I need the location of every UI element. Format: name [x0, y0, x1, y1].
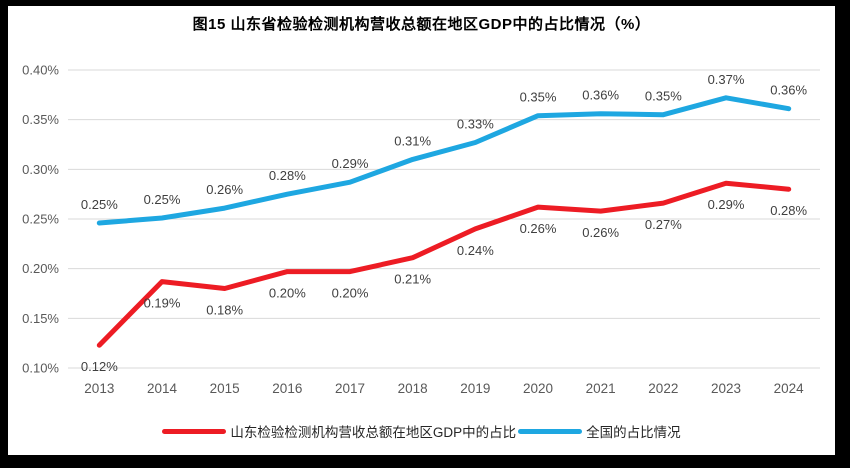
- data-label: 0.28%: [770, 203, 807, 218]
- x-axis-tick-label: 2017: [335, 381, 365, 396]
- y-axis-tick-label: 0.10%: [22, 361, 59, 376]
- data-label: 0.35%: [645, 89, 682, 104]
- data-label: 0.37%: [708, 72, 745, 87]
- legend-item-national: 全国的占比情况: [518, 421, 681, 441]
- x-axis-tick-label: 2018: [398, 381, 428, 396]
- data-label: 0.36%: [770, 83, 807, 98]
- chart-legend: 山东检验检测机构营收总额在地区GDP中的占比 全国的占比情况: [8, 421, 835, 441]
- chart-canvas: 图15 山东省检验检测机构营收总额在地区GDP中的占比情况（%） 0.10% 0.…: [8, 6, 835, 455]
- x-axis-tick-label: 2014: [147, 381, 178, 396]
- data-label: 0.33%: [457, 117, 494, 132]
- y-axis-tick-label: 0.15%: [22, 311, 59, 326]
- data-label: 0.27%: [645, 217, 682, 232]
- data-label: 0.24%: [457, 243, 494, 258]
- x-axis-tick-label: 2020: [523, 381, 553, 396]
- data-label: 0.25%: [144, 192, 181, 207]
- data-label: 0.26%: [206, 182, 243, 197]
- x-axis-tick-label: 2024: [774, 381, 805, 396]
- data-label: 0.12%: [81, 359, 118, 374]
- data-label: 0.26%: [582, 225, 619, 240]
- data-label: 0.20%: [332, 286, 369, 301]
- chart-plot: 0.10% 0.15% 0.20% 0.25% 0.30% 0.35% 0.40% 2013 2…: [22, 63, 820, 396]
- data-label: 0.25%: [81, 197, 118, 212]
- x-axis-tick-label: 2013: [84, 381, 114, 396]
- y-axis-tick-label: 0.25%: [22, 212, 59, 227]
- data-label: 0.28%: [269, 168, 306, 183]
- x-axis-tick-label: 2023: [711, 381, 741, 396]
- y-axis-tick-label: 0.40%: [22, 63, 59, 78]
- x-axis-tick-label: 2021: [586, 381, 616, 396]
- data-label: 0.31%: [394, 133, 431, 148]
- data-label: 0.26%: [520, 221, 557, 236]
- x-axis-tick-label: 2015: [210, 381, 240, 396]
- y-axis-tick-label: 0.30%: [22, 162, 59, 177]
- x-axis-tick-label: 2016: [272, 381, 302, 396]
- data-label: 0.19%: [144, 296, 181, 311]
- series-line-0: [96, 180, 792, 348]
- y-axis-tick-label: 0.20%: [22, 261, 59, 276]
- data-label: 0.35%: [520, 90, 557, 105]
- y-axis-tick-label: 0.35%: [22, 112, 59, 127]
- data-label: 0.18%: [206, 303, 243, 318]
- data-label: 0.21%: [394, 272, 431, 287]
- data-label: 0.29%: [708, 197, 745, 212]
- legend-line-red-icon: [162, 428, 227, 434]
- data-label: 0.36%: [582, 88, 619, 103]
- x-axis-tick-label: 2022: [648, 381, 678, 396]
- legend-line-blue-icon: [518, 428, 583, 434]
- data-label: 0.29%: [332, 156, 369, 171]
- x-axis-tick-label: 2019: [460, 381, 490, 396]
- legend-label-shandong: 山东检验检测机构营收总额在地区GDP中的占比: [230, 425, 517, 440]
- series-line-1: [96, 95, 792, 226]
- legend-label-national: 全国的占比情况: [586, 425, 681, 440]
- data-label: 0.20%: [269, 286, 306, 301]
- legend-item-shandong: 山东检验检测机构营收总额在地区GDP中的占比: [162, 421, 516, 441]
- chart-title: 图15 山东省检验检测机构营收总额在地区GDP中的占比情况（%）: [192, 16, 651, 33]
